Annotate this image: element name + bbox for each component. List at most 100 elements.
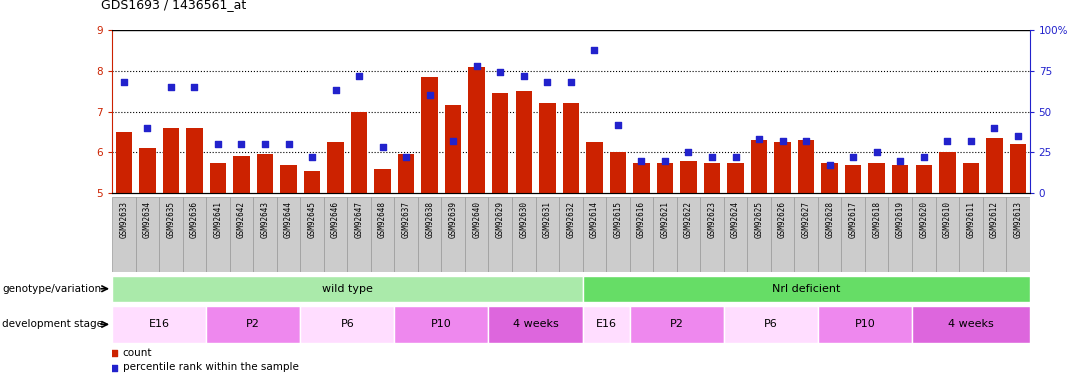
Bar: [869, 162, 885, 193]
Bar: [492, 93, 509, 193]
Text: GSM92616: GSM92616: [637, 201, 646, 238]
Bar: [421, 77, 437, 193]
Text: GSM92633: GSM92633: [120, 201, 128, 238]
Bar: [892, 165, 908, 193]
Bar: [465, 197, 489, 272]
Bar: [115, 132, 132, 193]
Bar: [747, 197, 770, 272]
Text: GSM92637: GSM92637: [401, 201, 411, 238]
Bar: [818, 306, 912, 343]
Text: GSM92645: GSM92645: [307, 201, 317, 238]
Bar: [112, 276, 583, 302]
Text: 4 weeks: 4 weeks: [947, 320, 993, 329]
Bar: [912, 197, 936, 272]
Text: GSM92646: GSM92646: [331, 201, 340, 238]
Text: GSM92629: GSM92629: [496, 201, 505, 238]
Bar: [206, 306, 300, 343]
Text: GSM92625: GSM92625: [754, 201, 764, 238]
Bar: [304, 171, 320, 193]
Text: percentile rank within the sample: percentile rank within the sample: [123, 363, 299, 372]
Bar: [300, 197, 323, 272]
Bar: [818, 197, 842, 272]
Bar: [798, 140, 814, 193]
Point: [539, 79, 556, 85]
Bar: [723, 197, 747, 272]
Text: P10: P10: [431, 320, 451, 329]
Bar: [606, 197, 630, 272]
Point: [327, 87, 344, 93]
Point: [375, 144, 392, 150]
Bar: [959, 197, 983, 272]
Point: [798, 138, 815, 144]
Point: [233, 141, 250, 147]
Bar: [939, 152, 956, 193]
Text: GSM92636: GSM92636: [190, 201, 198, 238]
Point: [1009, 133, 1026, 139]
Bar: [728, 162, 744, 193]
Bar: [676, 197, 700, 272]
Bar: [186, 128, 203, 193]
Text: GSM92632: GSM92632: [567, 201, 575, 238]
Text: GSM92639: GSM92639: [449, 201, 458, 238]
Point: [445, 138, 462, 144]
Text: genotype/variation: genotype/variation: [2, 284, 101, 294]
Bar: [323, 197, 348, 272]
Text: GSM92630: GSM92630: [520, 201, 528, 238]
Text: GSM92647: GSM92647: [354, 201, 364, 238]
Bar: [234, 156, 250, 193]
Bar: [112, 197, 136, 272]
Point: [106, 364, 123, 370]
Text: GSM92643: GSM92643: [260, 201, 270, 238]
Text: E16: E16: [148, 320, 170, 329]
Text: E16: E16: [595, 320, 617, 329]
Text: GSM92644: GSM92644: [284, 201, 293, 238]
Point: [680, 149, 697, 155]
Text: GSM92620: GSM92620: [920, 201, 928, 238]
Bar: [300, 306, 395, 343]
Bar: [609, 152, 626, 193]
Bar: [986, 138, 1003, 193]
Text: GSM92634: GSM92634: [143, 201, 152, 238]
Bar: [559, 197, 583, 272]
Text: GSM92623: GSM92623: [707, 201, 717, 238]
Bar: [276, 197, 300, 272]
Text: P6: P6: [340, 320, 354, 329]
Text: GDS1693 / 1436561_at: GDS1693 / 1436561_at: [101, 0, 246, 11]
Bar: [704, 162, 720, 193]
Bar: [822, 162, 838, 193]
Bar: [1009, 144, 1026, 193]
Point: [351, 73, 368, 79]
Bar: [442, 197, 465, 272]
Bar: [112, 306, 206, 343]
Point: [256, 141, 273, 147]
Bar: [630, 197, 653, 272]
Bar: [656, 162, 673, 193]
Bar: [633, 162, 650, 193]
Bar: [681, 160, 697, 193]
Bar: [371, 197, 395, 272]
Bar: [253, 197, 276, 272]
Text: Nrl deficient: Nrl deficient: [771, 284, 841, 294]
Bar: [915, 165, 931, 193]
Point: [962, 138, 980, 144]
Text: GSM92648: GSM92648: [378, 201, 387, 238]
Bar: [395, 306, 489, 343]
Bar: [630, 306, 723, 343]
Bar: [936, 197, 959, 272]
Text: GSM92617: GSM92617: [848, 201, 858, 238]
Bar: [281, 165, 297, 193]
Text: GSM92642: GSM92642: [237, 201, 245, 238]
Bar: [328, 142, 344, 193]
Bar: [700, 197, 723, 272]
Point: [115, 79, 132, 85]
Text: GSM92624: GSM92624: [731, 201, 740, 238]
Point: [468, 63, 485, 69]
Text: GSM92613: GSM92613: [1014, 201, 1022, 238]
Bar: [842, 197, 865, 272]
Text: P2: P2: [246, 320, 260, 329]
Point: [750, 136, 767, 142]
Bar: [351, 112, 367, 193]
Text: GSM92627: GSM92627: [801, 201, 811, 238]
Point: [421, 92, 439, 98]
Point: [892, 158, 909, 164]
